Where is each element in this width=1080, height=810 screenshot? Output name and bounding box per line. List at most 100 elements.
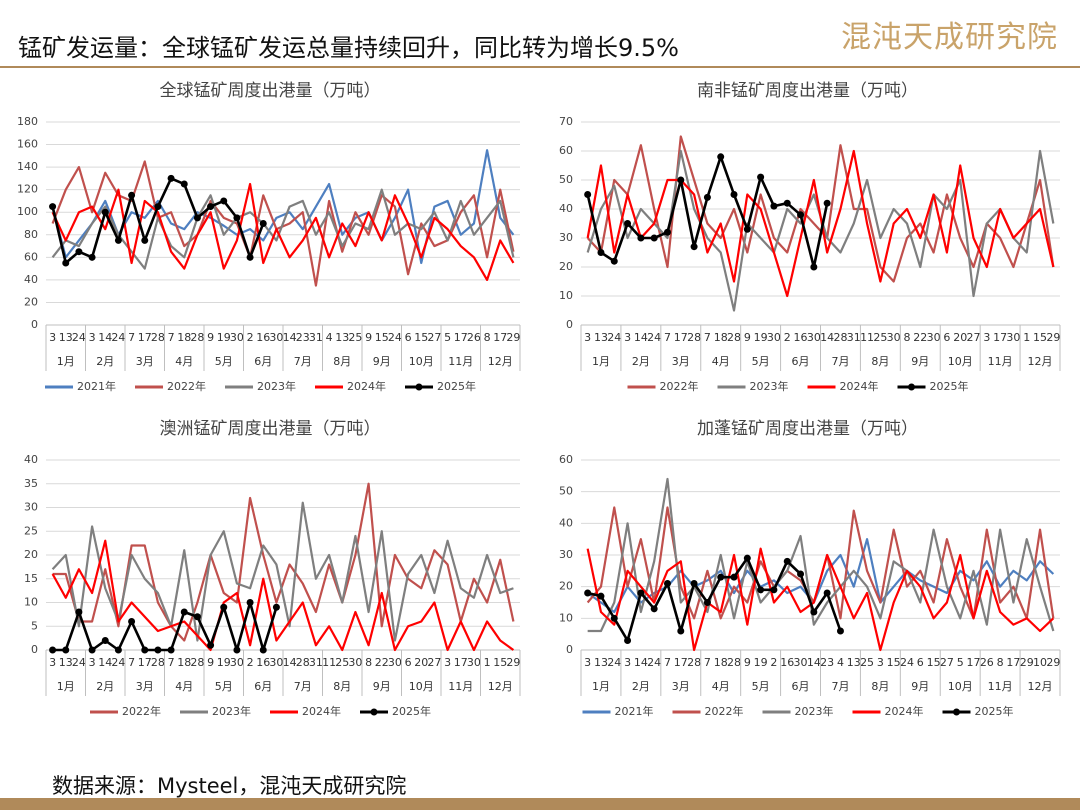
x-tick-label: 27 (940, 656, 954, 669)
point (128, 191, 136, 199)
x-tick-label: 8 (484, 331, 491, 344)
point (610, 614, 618, 622)
legend-label: 2023年 (212, 704, 251, 718)
x-tick-label: 3 (983, 331, 990, 344)
point (797, 211, 805, 219)
legend-marker (415, 383, 423, 391)
point (810, 608, 818, 616)
point (743, 225, 751, 233)
point (233, 214, 241, 222)
point (597, 592, 605, 600)
x-tick-label: 19 (754, 656, 768, 669)
x-tick-label: 26 (980, 656, 994, 669)
series-line (586, 547, 1055, 652)
month-label: 10月 (948, 680, 973, 693)
y-tick-label: 0 (31, 318, 38, 331)
point (783, 199, 791, 207)
legend-label: 2025年 (930, 379, 969, 393)
x-tick-label: 13 (847, 656, 861, 669)
x-tick-label: 24 (111, 656, 125, 669)
page-title: 锰矿发运量：全球锰矿发运总量持续回升，同比转为增长9.5% (18, 34, 679, 62)
point (193, 214, 201, 222)
x-tick-label: 23 (296, 331, 310, 344)
x-tick-label: 28 (190, 656, 204, 669)
x-tick-label: 18 (177, 331, 191, 344)
x-tick-label: 15 (375, 331, 389, 344)
x-tick-label: 24 (388, 331, 402, 344)
x-tick-label: 20 (414, 656, 428, 669)
month-label: 11月 (448, 680, 473, 693)
point (180, 180, 188, 188)
x-tick-label: 19 (754, 331, 768, 344)
x-tick-label: 3 (584, 656, 591, 669)
chart-title: 加蓬锰矿周度出港量（万吨） (697, 419, 918, 439)
month-label: 5月 (752, 355, 770, 368)
month-label: 11月 (988, 680, 1013, 693)
x-tick-label: 13 (594, 331, 608, 344)
x-tick-label: 19 (217, 331, 231, 344)
point (220, 603, 228, 611)
x-tick-label: 28 (727, 331, 741, 344)
x-tick-label: 30 (887, 331, 901, 344)
x-tick-label: 7 (128, 656, 135, 669)
point (207, 641, 215, 649)
month-label: 7月 (294, 355, 312, 368)
y-tick-label: 0 (31, 643, 38, 656)
month-label: 9月 (911, 355, 929, 368)
x-tick-label: 24 (647, 656, 661, 669)
x-tick-label: 31 (309, 331, 323, 344)
x-tick-label: 28 (151, 656, 165, 669)
y-tick-label: 30 (559, 548, 573, 561)
x-tick-label: 30 (269, 656, 283, 669)
x-tick-label: 3 (624, 331, 631, 344)
x-tick-label: 25 (860, 656, 874, 669)
x-tick-label: 6 (917, 656, 924, 669)
month-label: 2月 (632, 355, 650, 368)
month-label: 7月 (294, 680, 312, 693)
legend-label: 2025年 (392, 704, 431, 718)
month-label: 6月 (254, 355, 272, 368)
y-tick-label: 80 (24, 228, 38, 241)
month-label: 8月 (333, 680, 351, 693)
month-label: 7月 (831, 355, 849, 368)
x-tick-label: 24 (607, 656, 621, 669)
x-tick-label: 15 (414, 331, 428, 344)
y-tick-label: 50 (559, 173, 573, 186)
point (141, 236, 149, 244)
month-label: 5月 (752, 680, 770, 693)
month-label: 11月 (988, 355, 1013, 368)
x-tick-label: 30 (230, 331, 244, 344)
month-label: 2月 (96, 355, 114, 368)
y-tick-label: 0 (566, 643, 573, 656)
point (717, 573, 725, 581)
x-tick-label: 30 (807, 331, 821, 344)
x-tick-label: 22 (375, 656, 389, 669)
month-label: 6月 (254, 680, 272, 693)
month-label: 12月 (1028, 355, 1053, 368)
point (114, 646, 122, 654)
legend-label: 2022年 (660, 379, 699, 393)
x-tick-label: 13 (335, 331, 349, 344)
point (584, 191, 592, 198)
x-tick-label: 11 (860, 331, 874, 344)
x-tick-label: 8 (903, 331, 910, 344)
point (128, 618, 136, 625)
month-label: 1月 (592, 355, 610, 368)
point (663, 580, 671, 587)
legend-label: 2024年 (347, 379, 386, 393)
month-label: 10月 (948, 355, 973, 368)
legend-label: 2022年 (705, 704, 744, 718)
point (88, 253, 96, 261)
point (154, 203, 162, 211)
x-tick-label: 31 (847, 331, 861, 344)
month-label: 3月 (136, 680, 154, 693)
x-tick-label: 16 (794, 331, 808, 344)
y-tick-label: 20 (24, 548, 38, 561)
x-tick-label: 6 (405, 331, 412, 344)
x-tick-label: 3 (49, 331, 56, 344)
x-tick-label: 3 (49, 656, 56, 669)
point (180, 608, 188, 616)
x-tick-label: 9 (207, 331, 214, 344)
x-tick-label: 30 (269, 331, 283, 344)
